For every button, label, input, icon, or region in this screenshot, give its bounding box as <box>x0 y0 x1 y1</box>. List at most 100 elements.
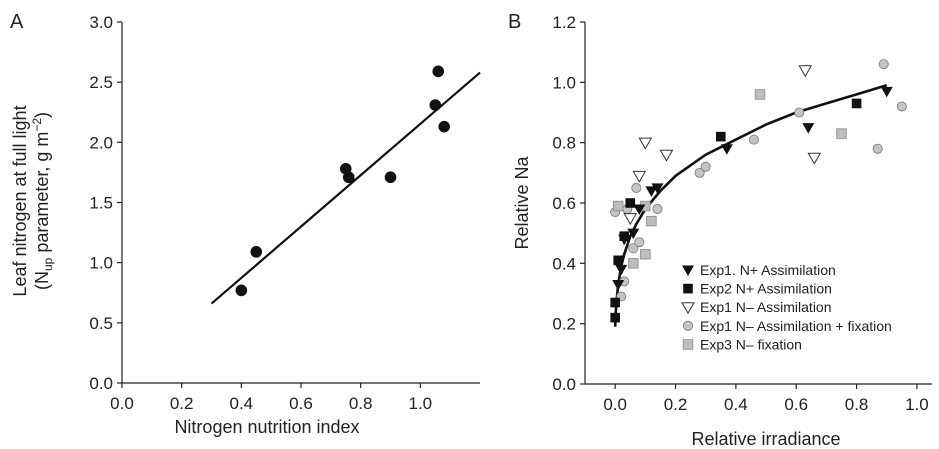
panel-b-point-square-gray <box>612 200 624 212</box>
panel-b-point-circle-gray <box>631 182 642 193</box>
legend-label: Exp1 N– Assimilation + fixation <box>700 318 892 334</box>
panel-a-x-tick-label: 0.2 <box>170 394 194 413</box>
panel-a-x-tick-label: 1.0 <box>409 394 433 413</box>
panel-b-x-tick-label: 0.8 <box>845 395 869 414</box>
panel-b-point-triangle-down-filled <box>618 234 631 246</box>
panel-b-point-triangle-down-open <box>798 65 813 78</box>
legend-label: Exp1. N+ Assimilation <box>700 262 836 278</box>
panel-b-point-triangle-down-filled <box>645 186 658 197</box>
panel-b-point-square-gray <box>640 249 651 260</box>
panel-a-data-point <box>235 284 248 297</box>
legend-label: Exp3 N– fixation <box>700 336 802 352</box>
panel-b-x-tick-label: 0.6 <box>784 395 808 414</box>
panel-a-y-tick-label: 2.5 <box>89 73 113 92</box>
panel-b-point-circle-gray <box>700 161 711 172</box>
panel-a-letter: A <box>10 11 24 33</box>
panel-a-y-tick-label: 1.5 <box>89 194 113 213</box>
panel-b-x-tick-label: 1.0 <box>905 395 929 414</box>
panel-a-y-axis-label: Leaf nitrogen at full light (Nup paramet… <box>10 105 55 296</box>
panel-b-point-square-filled <box>610 297 620 308</box>
panel-a-y-tick-label: 1.0 <box>89 254 113 273</box>
panel-a-x-tick-label: 0.6 <box>289 394 313 413</box>
panel-b-point-triangle-down-open <box>632 170 647 183</box>
legend-marker-square-filled <box>683 283 693 294</box>
panel-a-data-point <box>384 171 397 184</box>
panel-b-x-axis-label: Relative irradiance <box>691 429 840 449</box>
panel-b-x-tick-label: 0.2 <box>664 395 688 414</box>
panel-a-fit-line-group <box>210 71 481 305</box>
panel-b-point-circle-gray <box>748 134 759 145</box>
panel-b-point-triangle-down-filled <box>612 279 625 291</box>
panel-a-y-label-line1: Leaf nitrogen at full light <box>10 105 30 296</box>
panel-b-y-tick-label: 0.6 <box>552 194 576 213</box>
legend-marker-square-gray <box>682 339 694 350</box>
panel-a-y-tick-label: 3.0 <box>89 13 113 32</box>
panel-b-point-circle-gray <box>634 237 645 248</box>
panel-a-data-point <box>250 246 263 258</box>
panel-b-ticks: 0.0 0.2 0.4 0.6 0.8 1.0 0.0 0.2 0.4 0.6 0.8 1.0 1.2 <box>552 13 928 414</box>
panel-a-x-axis-label: Nitrogen nutrition index <box>174 417 359 437</box>
panel-b-x-tick-label: 0.0 <box>603 395 627 414</box>
panel-b-point-triangle-down-open <box>623 213 638 226</box>
panel-b-point-square-filled <box>715 131 726 142</box>
panel-a-axes <box>121 22 480 384</box>
panel-b: B 0.0 0.2 0.4 0.6 0.8 1.0 0.0 0.2 0.4 0.6 0.8 1.0 1.… <box>508 11 932 449</box>
panel-b-y-axis-label: Relative Na <box>512 155 532 249</box>
panel-b-point-triangle-down-filled <box>615 264 628 276</box>
panel-b-y-tick-label: 0.8 <box>552 134 576 153</box>
panel-a-points <box>235 65 451 297</box>
panel-b-point-square-filled <box>610 312 620 323</box>
panel-b-y-tick-label: 0.4 <box>552 254 576 273</box>
panel-b-point-triangle-down-filled <box>802 123 815 134</box>
panel-b-point-triangle-down-open <box>659 149 674 162</box>
panel-b-point-triangle-down-filled <box>720 144 733 155</box>
panel-a-data-point <box>342 171 355 184</box>
panel-b-point-circle-gray <box>878 59 889 70</box>
legend-item: Exp1 N– Assimilation <box>681 299 832 315</box>
panel-a-y-tick-label: 0.0 <box>89 374 113 393</box>
panel-b-point-circle-gray <box>628 243 639 254</box>
panel-b-point-triangle-down-open <box>638 137 653 150</box>
panel-b-point-circle-gray <box>652 204 663 215</box>
panel-a-regression-line <box>210 71 481 305</box>
panel-b-point-square-filled <box>625 198 636 208</box>
panel-b-point-triangle-down-filled <box>633 204 646 216</box>
panel-b-point-triangle-down-filled <box>651 183 664 194</box>
panel-b-y-tick-label: 1.0 <box>552 73 576 92</box>
legend-item: Exp1. N+ Assimilation <box>682 262 836 278</box>
panel-a-x-tick-label: 0.8 <box>349 394 373 413</box>
panel-b-point-square-gray <box>646 215 657 227</box>
panel-a: A 0.0 0.2 0.4 0.6 0.8 1.0 0.0 0.5 1.0 1.5 2.0 2.5 3.… <box>10 11 481 437</box>
panel-a-data-point <box>438 120 451 133</box>
panel-b-y-tick-label: 0.0 <box>552 375 576 394</box>
panel-b-point-triangle-down-open <box>807 152 822 165</box>
panel-b-point-triangle-down-filled <box>880 86 893 98</box>
panel-a-y-label-line2: (Nup parameter, g m−2) <box>30 112 55 290</box>
panel-b-point-square-gray <box>754 89 766 100</box>
legend-marker-circle-gray <box>683 320 694 331</box>
panel-a-y-tick-label: 0.5 <box>89 314 113 333</box>
legend-marker-triangle-down-filled <box>682 265 694 276</box>
panel-b-y-tick-label: 0.2 <box>552 315 576 334</box>
legend-marker-triangle-down-open <box>681 302 695 315</box>
panel-b-point-square-gray <box>836 128 847 139</box>
panel-a-data-point <box>429 99 442 111</box>
panel-b-point-circle-gray <box>872 143 883 154</box>
panel-b-point-square-filled <box>613 255 623 266</box>
legend-item: Exp1 N– Assimilation + fixation <box>683 318 892 334</box>
panel-b-point-circle-gray <box>794 107 805 118</box>
panel-b-points <box>610 59 907 323</box>
legend-label: Exp1 N– Assimilation <box>700 299 832 315</box>
panel-a-ticks: 0.0 0.2 0.4 0.6 0.8 1.0 0.0 0.5 1.0 1.5 2.0 2.5 3.0 <box>89 13 432 413</box>
panel-b-point-square-filled <box>851 98 862 109</box>
panel-b-point-triangle-down-filled <box>627 228 640 240</box>
panel-a-data-point <box>432 65 445 78</box>
legend-label: Exp2 N+ Assimilation <box>700 281 832 297</box>
panel-b-point-square-gray <box>628 258 639 269</box>
panel-b-y-tick-label: 1.2 <box>552 13 576 32</box>
panel-a-x-tick-label: 0.4 <box>230 394 254 413</box>
panel-b-point-circle-gray <box>896 101 907 112</box>
legend-item: Exp2 N+ Assimilation <box>683 281 832 297</box>
panel-b-point-circle-gray <box>694 167 705 178</box>
panel-b-x-tick-label: 0.4 <box>724 395 748 414</box>
